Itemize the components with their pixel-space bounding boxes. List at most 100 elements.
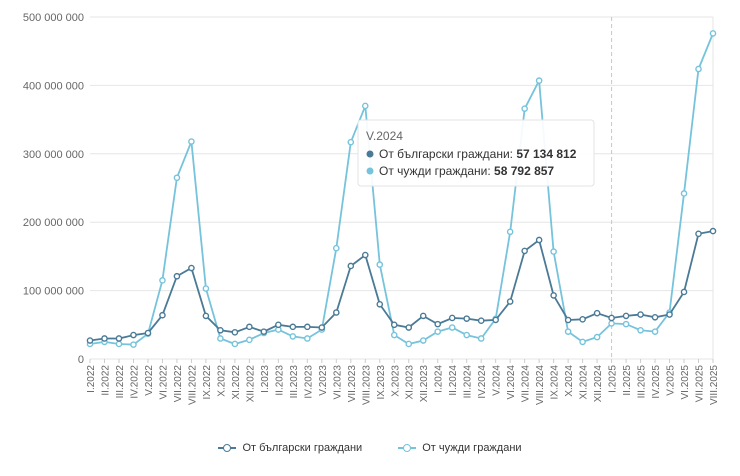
data-point[interactable] [405,340,413,348]
x-tick-label: VII.2024 [521,365,532,403]
data-point[interactable] [506,298,514,305]
data-point[interactable] [448,324,456,331]
data-point[interactable] [231,340,239,348]
data-point[interactable] [173,272,181,280]
data-point[interactable] [376,300,384,308]
data-point[interactable] [477,335,485,342]
x-tick-label: XII.2022 [245,365,256,403]
x-tick-label: XII.2024 [593,365,604,403]
data-point[interactable] [202,312,210,320]
data-point[interactable] [376,261,384,268]
data-point[interactable] [86,337,94,344]
data-point[interactable] [217,335,224,342]
x-tick-label: XII.2023 [419,365,430,403]
data-point[interactable] [173,174,181,182]
data-point[interactable] [144,329,152,337]
data-point[interactable] [304,335,311,342]
data-point[interactable] [275,321,282,329]
data-point[interactable] [188,138,195,145]
data-point[interactable] [492,316,499,324]
data-point[interactable] [115,335,123,342]
data-point[interactable] [709,227,717,235]
data-point[interactable] [115,340,123,348]
data-point[interactable] [550,248,557,255]
x-tick-label: V.2023 [318,365,329,396]
data-point[interactable] [390,331,398,339]
data-point[interactable] [217,326,224,334]
tooltip-title: V.2024 [366,129,403,143]
data-point[interactable] [593,333,601,341]
data-point[interactable] [289,333,297,340]
data-point[interactable] [695,65,702,73]
data-point[interactable] [304,323,311,331]
data-point[interactable] [231,329,239,336]
data-point[interactable] [680,190,688,197]
data-point[interactable] [246,336,253,344]
data-point[interactable] [390,321,398,329]
data-point[interactable] [434,320,442,328]
data-point[interactable] [419,337,427,344]
x-tick-label: II.2023 [274,365,285,396]
data-point[interactable] [709,30,717,37]
data-point[interactable] [405,324,413,331]
data-point[interactable] [159,277,166,284]
data-point[interactable] [130,331,137,339]
data-point[interactable] [130,341,137,348]
series-layer[interactable] [86,30,717,348]
x-tick-label: IV.2025 [651,365,662,399]
data-point[interactable] [260,328,268,335]
data-point[interactable] [564,316,572,324]
data-point[interactable] [608,320,615,327]
data-point[interactable] [651,328,659,335]
data-point[interactable] [622,312,630,320]
data-point[interactable] [318,324,326,331]
series-0[interactable] [86,227,717,344]
data-point[interactable] [521,247,528,255]
tooltip-box [357,119,595,187]
data-point[interactable] [622,320,630,328]
x-axis-ticks: I.2022 II.2022 III.2022 IV.2022 V.2022 VI.202… [86,359,720,405]
data-point[interactable] [448,314,456,322]
data-point[interactable] [434,328,442,335]
data-point[interactable] [361,102,369,110]
legend-label-foreign: От чужди граждани [422,442,522,454]
data-point[interactable] [347,262,355,270]
data-point[interactable] [680,288,688,296]
data-point[interactable] [550,292,557,299]
legend-item-foreign[interactable]: От чужди граждани [398,442,522,454]
data-point[interactable] [593,309,601,317]
data-point[interactable] [333,309,340,316]
data-point[interactable] [651,313,659,321]
tooltip-label: От български граждани: [379,147,516,161]
x-tick-label: I.2023 [260,365,271,393]
data-point[interactable] [695,230,702,238]
line-chart: 0 100 000 000 200 000 000 300 000 000 400 00… [23,12,720,405]
data-point[interactable] [637,326,644,334]
data-point[interactable] [579,316,586,323]
data-point[interactable] [101,335,108,342]
data-point[interactable] [506,228,514,236]
data-point[interactable] [535,236,543,244]
data-point[interactable] [246,323,253,331]
data-point[interactable] [521,105,528,112]
data-point[interactable] [419,312,427,320]
data-point[interactable] [289,323,297,331]
data-point[interactable] [333,244,340,252]
data-point[interactable] [361,251,369,259]
legend-item-bulgarian[interactable]: От български граждани [218,442,362,454]
series-line[interactable] [89,33,714,346]
data-point[interactable] [202,285,210,292]
data-point[interactable] [666,311,673,318]
data-point[interactable] [535,77,543,84]
data-point[interactable] [608,314,615,322]
data-point[interactable] [159,311,166,319]
data-point[interactable] [477,317,485,324]
data-point[interactable] [564,328,572,335]
data-point[interactable] [188,264,195,272]
data-point[interactable] [347,138,355,146]
series-1[interactable] [86,30,717,348]
data-point[interactable] [463,331,470,339]
data-point[interactable] [579,338,586,346]
data-point[interactable] [637,311,644,318]
data-point[interactable] [463,315,470,322]
